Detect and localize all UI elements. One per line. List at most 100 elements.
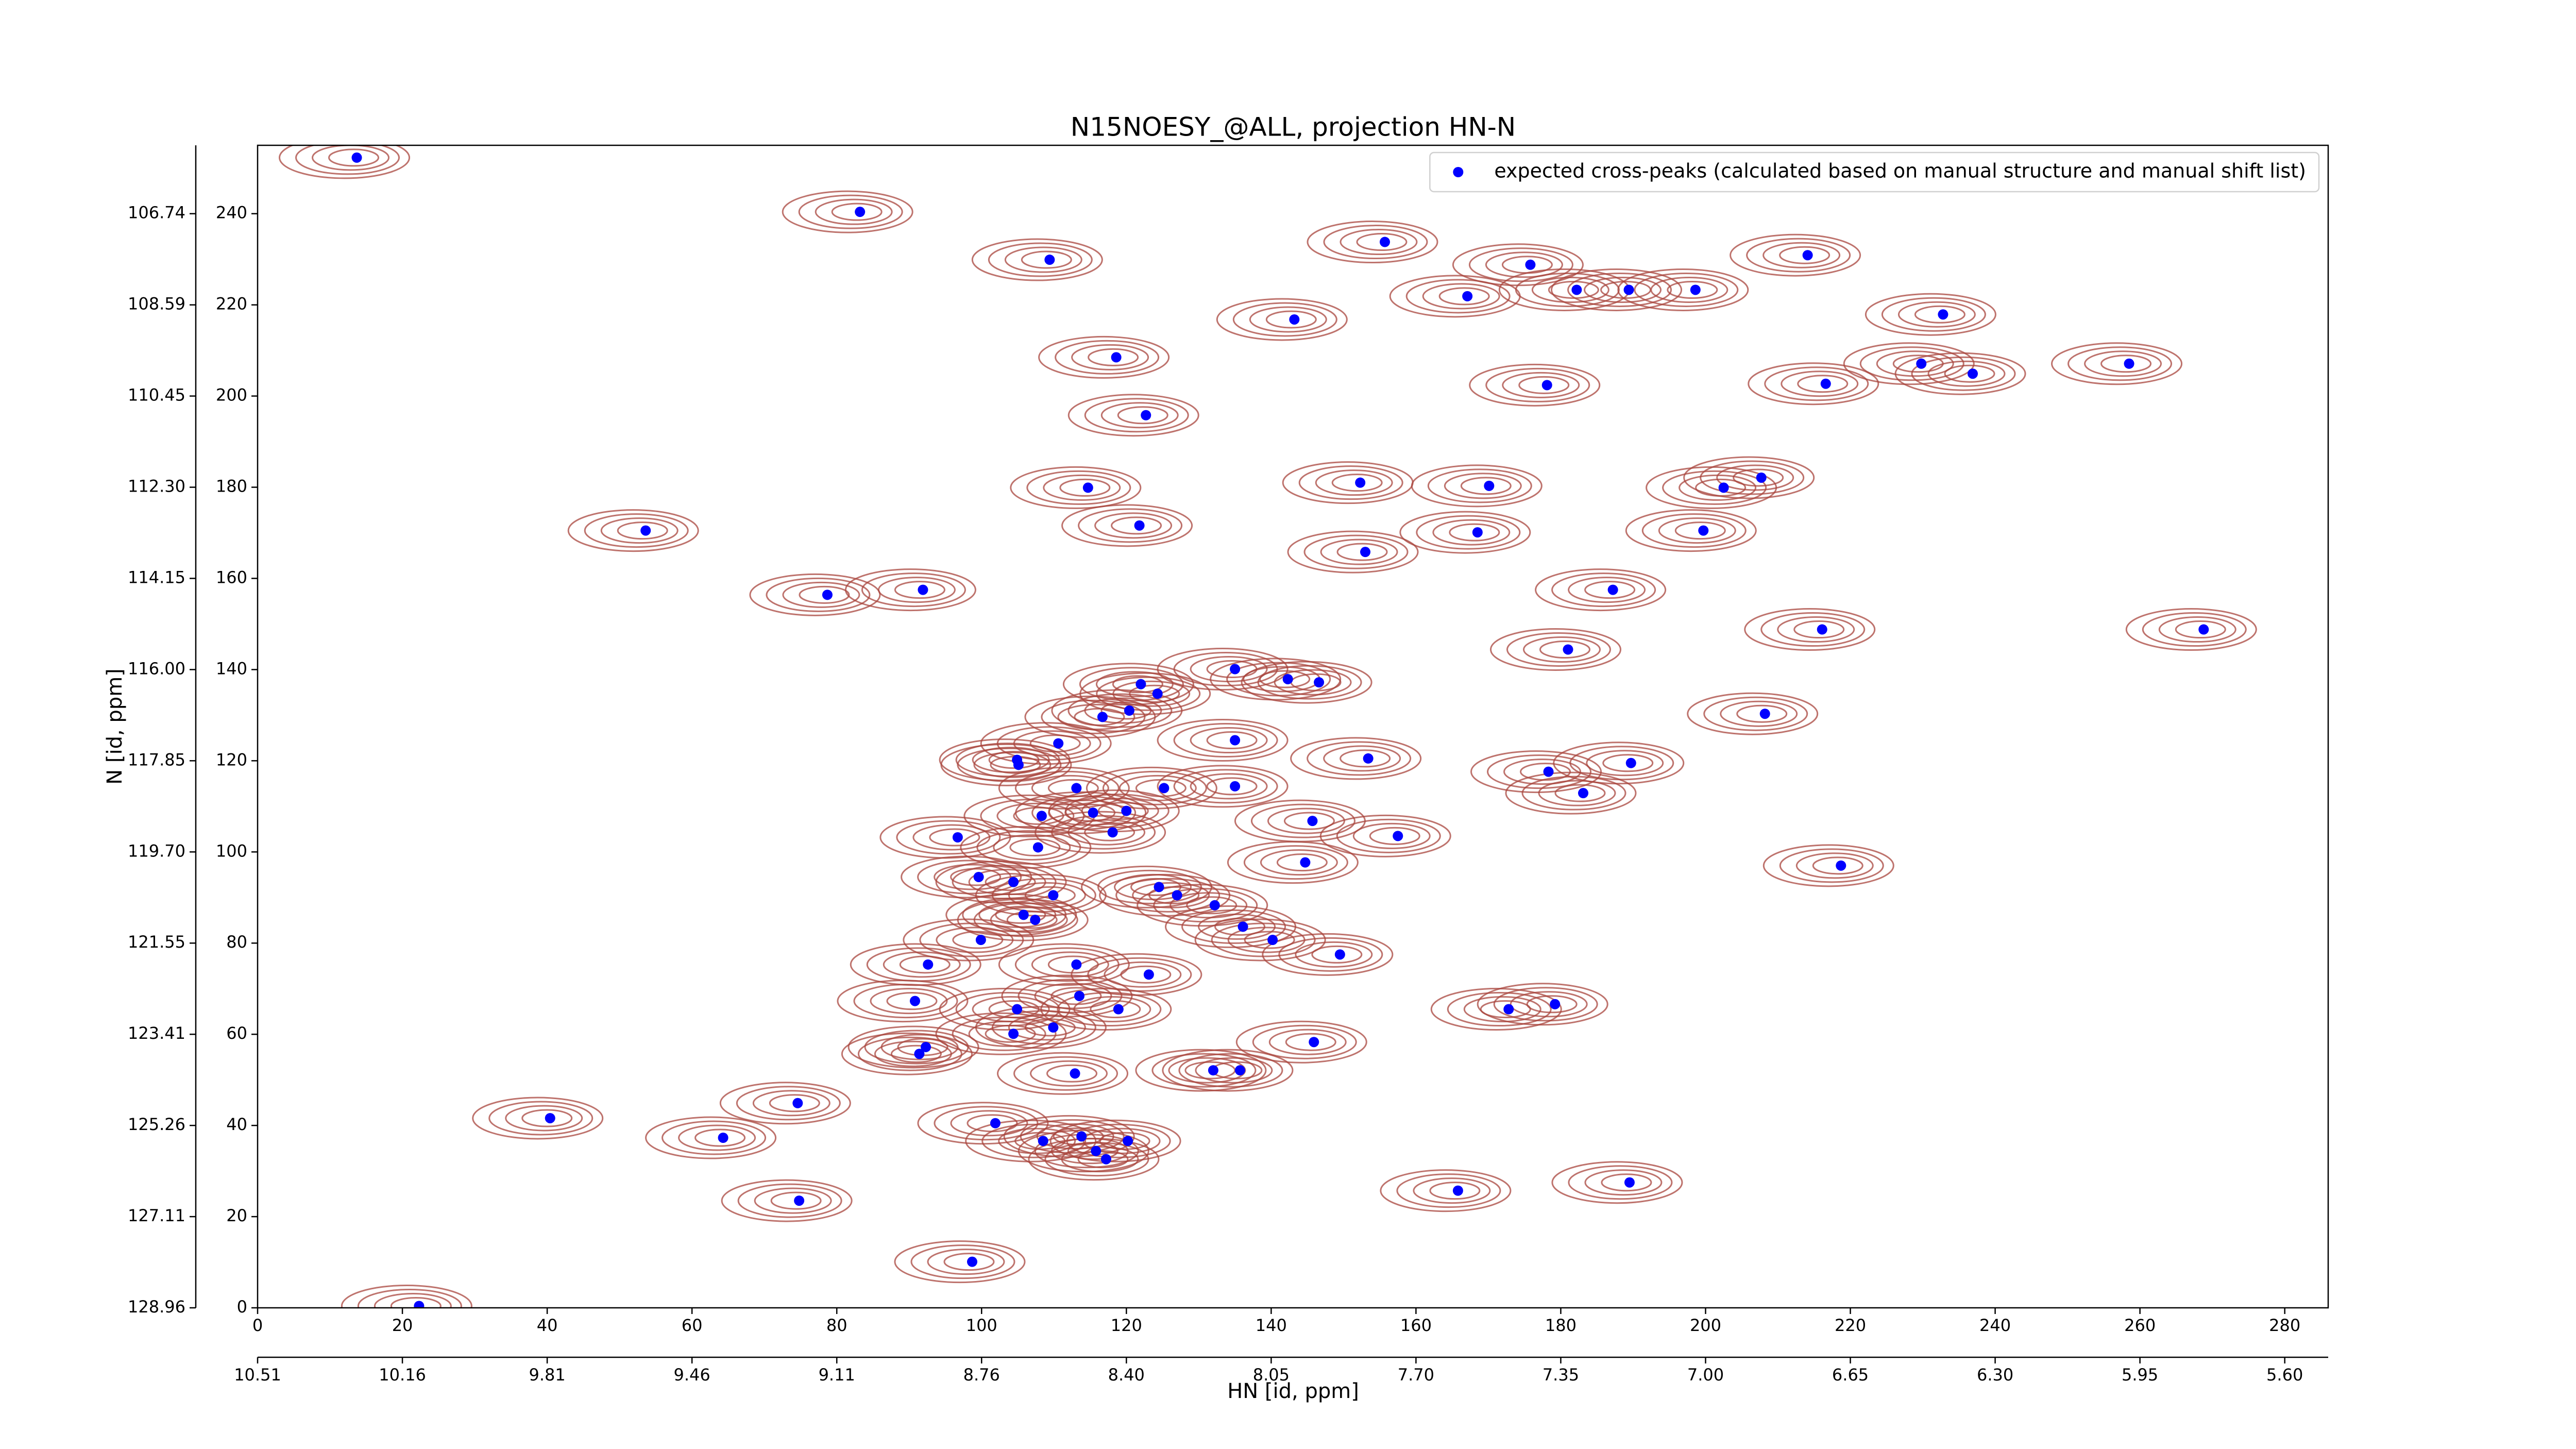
contour	[1667, 280, 1718, 299]
contour	[2175, 620, 2226, 639]
y-tick-label: 100	[216, 841, 247, 861]
contour	[1554, 784, 1606, 802]
peak-marker	[1124, 705, 1134, 716]
contour	[1323, 225, 1428, 260]
contour	[1227, 841, 1359, 884]
contour	[850, 943, 981, 986]
peak-marker	[1111, 352, 1122, 363]
peak-marker	[792, 1098, 803, 1108]
peak-marker	[1625, 757, 1636, 768]
contour	[1084, 398, 1189, 433]
contour	[1489, 628, 1621, 671]
contour	[1662, 470, 1767, 505]
peak-marker	[1607, 584, 1618, 595]
contour	[1096, 676, 1201, 711]
peak-marker	[822, 589, 833, 600]
contour	[295, 145, 400, 175]
contour	[1323, 745, 1401, 772]
contour	[1469, 363, 1601, 407]
contour	[1720, 700, 1798, 727]
peak-marker	[1088, 807, 1098, 818]
contour	[975, 873, 1107, 917]
contour	[1405, 279, 1511, 314]
peak-marker	[973, 871, 984, 882]
contour	[1157, 648, 1289, 691]
contour	[1502, 372, 1580, 398]
contour	[1206, 777, 1258, 796]
contour	[1522, 636, 1601, 663]
contour	[998, 1127, 1076, 1154]
peak-marker	[1082, 482, 1093, 493]
contour	[1115, 878, 1221, 913]
peak-marker	[1071, 783, 1082, 794]
contour	[1216, 298, 1348, 341]
contour	[1178, 1053, 1283, 1088]
contour	[1460, 477, 1512, 495]
contour	[390, 1296, 442, 1308]
x-tick-label: 140	[1256, 1316, 1287, 1335]
peak-marker	[1267, 935, 1278, 946]
contour	[1006, 911, 1058, 929]
contour	[1295, 941, 1373, 968]
contour	[1369, 827, 1420, 845]
x2-tick-label: 8.40	[1108, 1365, 1145, 1385]
peak-marker	[1289, 314, 1300, 325]
contour	[1252, 1024, 1357, 1059]
contour	[1485, 367, 1590, 402]
contour	[1020, 1119, 1125, 1154]
contour	[1135, 1049, 1267, 1092]
contour	[1762, 844, 1894, 887]
contour	[1088, 348, 1139, 366]
peak-marker	[1091, 1145, 1101, 1156]
peak-marker	[1802, 250, 1813, 261]
contour	[279, 145, 410, 179]
contour	[1340, 749, 1391, 768]
contour	[1518, 376, 1570, 394]
contour	[1186, 896, 1238, 915]
y2-tick-label: 127.11	[128, 1206, 185, 1225]
peak-marker	[1525, 259, 1536, 270]
contour	[472, 1097, 604, 1140]
peak-marker	[2124, 358, 2134, 369]
contour	[1356, 233, 1408, 251]
peak-marker	[1541, 380, 1552, 391]
contour	[1206, 731, 1258, 750]
contour	[1044, 1142, 1149, 1177]
contour	[799, 585, 850, 604]
peak-marker	[1578, 788, 1589, 799]
contour	[567, 509, 699, 552]
contour	[1024, 695, 1156, 738]
contour	[1038, 335, 1170, 379]
contour	[957, 747, 1062, 782]
contour	[1470, 750, 1602, 794]
contour	[782, 581, 860, 608]
contour	[1055, 340, 1160, 375]
contour	[521, 1109, 573, 1127]
peak-marker	[1355, 477, 1366, 488]
y2-tick-label: 125.26	[128, 1115, 185, 1134]
contour	[1278, 937, 1383, 972]
peak-marker	[1550, 999, 1561, 1009]
contour	[844, 568, 976, 612]
peak-marker	[1076, 1131, 1087, 1142]
contour	[1793, 620, 1845, 639]
peak-marker	[1363, 753, 1374, 764]
contour	[1078, 508, 1183, 543]
contour	[2084, 350, 2162, 377]
y2-tick-label: 119.70	[128, 841, 185, 861]
contour	[1683, 456, 1815, 499]
peak-marker	[1097, 712, 1108, 722]
peak-marker	[1309, 1037, 1319, 1048]
contour	[1010, 466, 1142, 509]
x2-tick-label: 7.00	[1687, 1365, 1724, 1385]
contour	[1102, 770, 1207, 805]
x2-tick-label: 6.30	[1977, 1365, 2013, 1385]
contour	[1086, 766, 1217, 810]
contour	[1026, 470, 1131, 505]
contour	[894, 581, 945, 599]
peak-marker	[718, 1133, 728, 1143]
x2-tick-label: 5.95	[2122, 1365, 2158, 1385]
y2-tick-label: 106.74	[128, 203, 185, 223]
contour	[1194, 918, 1326, 962]
x-tick-label: 180	[1545, 1316, 1577, 1335]
